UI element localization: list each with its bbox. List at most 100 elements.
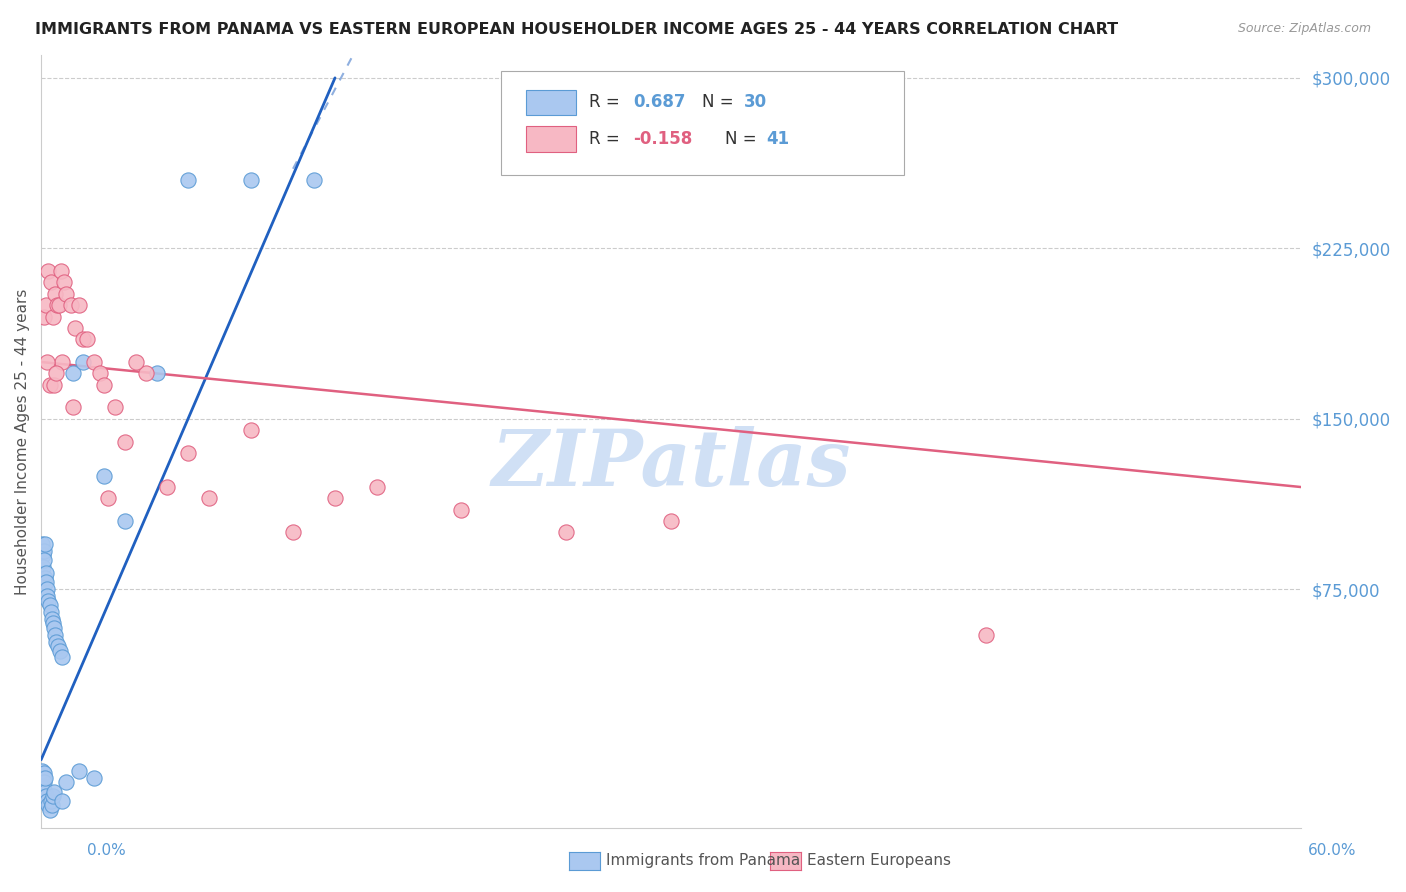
Point	[302, 173, 325, 187]
Point	[177, 173, 200, 187]
Point	[32, 310, 55, 324]
Point	[32, 766, 55, 780]
Point	[67, 764, 90, 778]
Point	[37, 794, 59, 808]
Point	[45, 298, 67, 312]
Point	[41, 789, 63, 804]
Point	[41, 616, 63, 631]
Point	[53, 276, 76, 290]
Text: Immigrants from Panama: Immigrants from Panama	[606, 854, 800, 868]
Point	[323, 491, 346, 506]
Point	[37, 264, 59, 278]
Point	[240, 173, 263, 187]
Point	[34, 784, 56, 798]
Text: N =: N =	[703, 94, 740, 112]
Text: -0.158: -0.158	[633, 130, 692, 148]
Point	[93, 468, 115, 483]
Point	[49, 643, 72, 657]
Text: Eastern Europeans: Eastern Europeans	[807, 854, 950, 868]
FancyBboxPatch shape	[501, 70, 904, 175]
Point	[59, 298, 82, 312]
Text: 41: 41	[766, 130, 790, 148]
Point	[34, 571, 56, 585]
Text: 0.0%: 0.0%	[87, 843, 127, 857]
Point	[89, 367, 111, 381]
Point	[44, 628, 66, 642]
Point	[55, 775, 77, 789]
Point	[83, 355, 105, 369]
Point	[44, 286, 66, 301]
Point	[974, 628, 997, 642]
Bar	[526, 90, 576, 115]
Text: N =: N =	[725, 130, 762, 148]
Point	[49, 264, 72, 278]
Point	[41, 310, 63, 324]
Point	[76, 332, 98, 346]
Point	[35, 575, 58, 590]
Point	[37, 593, 59, 607]
Point	[72, 355, 94, 369]
Text: 30: 30	[744, 94, 768, 112]
Point	[51, 650, 73, 665]
Point	[62, 367, 84, 381]
Point	[32, 775, 55, 789]
Point	[45, 367, 67, 381]
Point	[35, 582, 58, 597]
Point	[35, 789, 58, 804]
Point	[63, 321, 86, 335]
Bar	[526, 127, 576, 152]
Point	[62, 401, 84, 415]
Text: R =: R =	[589, 130, 626, 148]
Point	[34, 537, 56, 551]
Point	[34, 771, 56, 785]
Point	[45, 634, 67, 648]
Point	[67, 298, 90, 312]
Point	[38, 377, 60, 392]
Point	[32, 553, 55, 567]
Point	[97, 491, 120, 506]
Point	[55, 286, 77, 301]
Point	[39, 605, 62, 619]
Point	[39, 276, 62, 290]
Point	[554, 525, 576, 540]
Point	[366, 480, 388, 494]
Point	[42, 621, 65, 635]
Text: R =: R =	[589, 94, 626, 112]
Y-axis label: Householder Income Ages 25 - 44 years: Householder Income Ages 25 - 44 years	[15, 288, 30, 595]
Point	[240, 423, 263, 437]
Point	[37, 589, 59, 603]
Point	[31, 548, 53, 562]
Point	[177, 446, 200, 460]
Point	[32, 559, 55, 574]
Point	[31, 764, 53, 778]
Point	[46, 639, 69, 653]
Point	[51, 794, 73, 808]
Point	[31, 771, 53, 785]
Point	[37, 798, 59, 813]
Point	[37, 355, 59, 369]
Point	[38, 803, 60, 817]
Text: ZIPatlas: ZIPatlas	[491, 426, 851, 503]
Point	[72, 332, 94, 346]
Point	[32, 780, 55, 794]
Point	[39, 794, 62, 808]
Point	[114, 434, 136, 449]
Point	[35, 298, 58, 312]
Point	[38, 598, 60, 612]
Point	[42, 377, 65, 392]
Point	[103, 401, 125, 415]
Point	[31, 537, 53, 551]
Point	[145, 367, 167, 381]
Point	[83, 771, 105, 785]
Point	[42, 784, 65, 798]
Point	[48, 298, 70, 312]
Point	[659, 514, 682, 528]
Point	[198, 491, 221, 506]
Point	[281, 525, 304, 540]
Text: IMMIGRANTS FROM PANAMA VS EASTERN EUROPEAN HOUSEHOLDER INCOME AGES 25 - 44 YEARS: IMMIGRANTS FROM PANAMA VS EASTERN EUROPE…	[35, 22, 1118, 37]
Text: 0.687: 0.687	[633, 94, 686, 112]
Point	[35, 566, 58, 581]
Point	[156, 480, 179, 494]
Point	[41, 798, 63, 813]
Point	[450, 502, 472, 516]
